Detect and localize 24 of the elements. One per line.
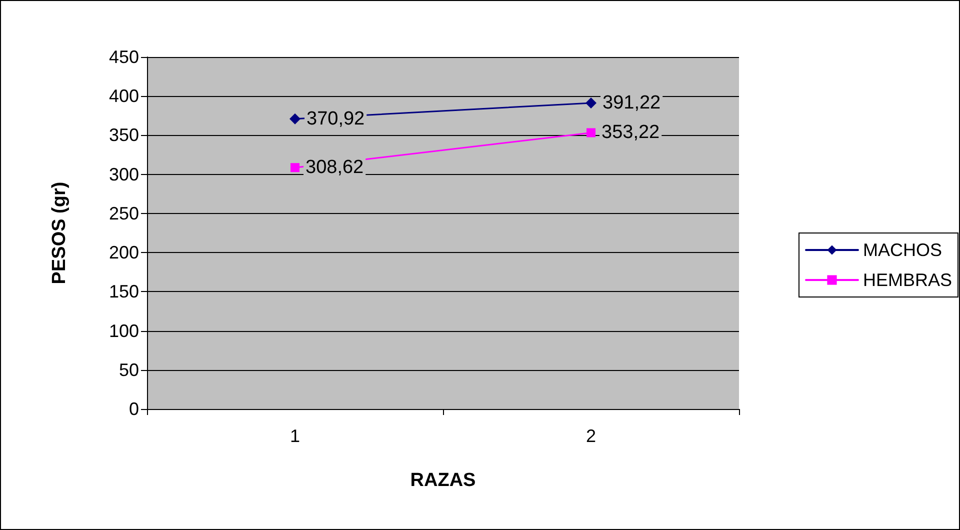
legend-label: MACHOS xyxy=(862,240,942,260)
point xyxy=(586,97,596,108)
y-tick-label: 50 xyxy=(118,360,139,380)
y-tick-label: 400 xyxy=(108,86,139,106)
y-tick-label: 150 xyxy=(108,282,139,302)
point xyxy=(586,128,596,138)
y-tick-label: 100 xyxy=(108,320,139,341)
data-label: 370,92 xyxy=(306,108,365,130)
y-tick-label: 450 xyxy=(108,47,139,67)
point xyxy=(290,163,300,172)
data-label: 391,22 xyxy=(602,92,661,114)
y-tick-label: 350 xyxy=(108,125,139,146)
x-axis-title: RAZAS xyxy=(410,470,476,491)
x-tick-label: 2 xyxy=(586,426,596,446)
y-tick-label: 200 xyxy=(108,242,139,263)
point xyxy=(290,113,300,124)
y-tick-label: 250 xyxy=(108,203,139,224)
y-tick-label: 300 xyxy=(108,164,139,184)
data-label: 353,22 xyxy=(602,122,660,144)
data-label: 308,62 xyxy=(306,157,364,178)
y-tick-label: 0 xyxy=(128,399,139,419)
y-axis-title: PESOS (gr) xyxy=(49,182,70,284)
legend-label: HEMBRAS xyxy=(862,270,952,290)
x-tick-label: 1 xyxy=(290,426,300,446)
